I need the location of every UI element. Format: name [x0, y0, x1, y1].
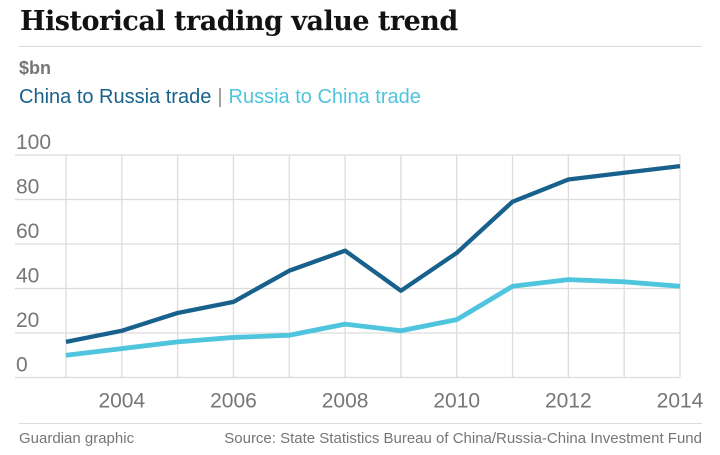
- y-tick-label: 40: [16, 265, 39, 288]
- y-tick-label: 60: [16, 220, 39, 243]
- footer-divider: [19, 423, 702, 424]
- chart-legend: China to Russia trade | Russia to China tr…: [19, 86, 421, 109]
- trend-line-chart: 0 20 40 60 80 100 2004 2006 2008 2010 2012 2014: [15, 131, 704, 413]
- legend-item-china-to-russia: China to Russia trade: [19, 86, 212, 108]
- credit-text: Guardian graphic: [19, 430, 135, 447]
- y-axis-units-label: $bn: [19, 58, 52, 78]
- x-tick-label: 2006: [210, 390, 257, 413]
- x-tick-label: 2008: [322, 390, 369, 413]
- series-line-china-to-russia-trade: [65, 163, 681, 345]
- x-tick-label: 2004: [98, 390, 145, 413]
- series-line-russia-to-china-trade: [65, 277, 681, 358]
- x-tick-label: 2010: [433, 390, 480, 413]
- chart-area: 0 20 40 60 80 100 2004 2006 2008 2010 2012 2014: [0, 125, 720, 417]
- legend-separator: |: [217, 86, 223, 108]
- y-tick-label: 100: [16, 131, 51, 154]
- y-tick-label: 20: [16, 309, 39, 332]
- y-tick-label: 80: [16, 176, 39, 199]
- source-text: Source: State Statistics Bureau of China…: [224, 430, 702, 447]
- title-divider: [19, 46, 702, 47]
- y-tick-label: 0: [16, 354, 28, 377]
- x-tick-label: 2012: [545, 390, 592, 413]
- legend-item-russia-to-china: Russia to China trade: [228, 86, 421, 108]
- x-tick-label: 2014: [657, 390, 704, 413]
- page-title: Historical trading value trend: [20, 6, 458, 37]
